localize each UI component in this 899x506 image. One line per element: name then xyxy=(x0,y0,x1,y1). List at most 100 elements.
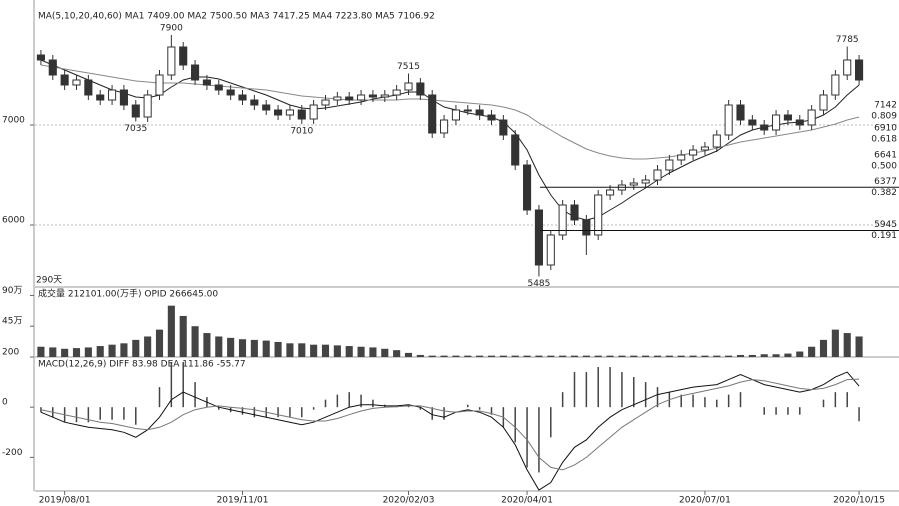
x-tick-label: 2020/02/03 xyxy=(383,496,435,506)
volume-bar xyxy=(535,355,543,357)
candle-body xyxy=(451,109,460,121)
candle-body xyxy=(404,82,413,91)
volume-bar xyxy=(476,355,484,357)
candle-body xyxy=(119,89,128,106)
volume-bar xyxy=(144,336,152,357)
volume-bar xyxy=(748,354,756,357)
candle-body xyxy=(594,194,603,236)
volume-bar xyxy=(582,355,590,357)
volume-bar xyxy=(760,354,768,357)
level-ratio: 0.382 xyxy=(871,188,897,198)
candle-body xyxy=(499,119,508,136)
volume-bar xyxy=(179,315,187,357)
candle-body xyxy=(155,74,164,96)
indicator-line xyxy=(40,371,860,491)
candle-body xyxy=(546,234,555,266)
volume-bar xyxy=(191,326,199,357)
volume-bar xyxy=(61,348,69,357)
candle-body xyxy=(534,209,543,266)
candle-body xyxy=(831,74,840,96)
volume-bar xyxy=(677,355,685,357)
volume-bar xyxy=(843,333,851,357)
extreme-label: 7785 xyxy=(836,35,859,45)
candle-body xyxy=(606,189,615,196)
volume-bar xyxy=(238,339,247,357)
candle-body xyxy=(760,124,769,131)
candle-body xyxy=(48,59,57,76)
candle-body xyxy=(333,96,342,101)
volume-bar xyxy=(713,355,721,357)
volume-bar xyxy=(796,351,804,357)
candle-body xyxy=(665,159,674,171)
volume-bar xyxy=(570,355,579,357)
candle-body xyxy=(700,146,709,151)
candle-body xyxy=(250,99,259,106)
level-price: 6910 xyxy=(874,124,897,134)
x-tick-label: 2020/04/01 xyxy=(501,496,553,506)
volume-bar xyxy=(72,348,81,357)
volume-bar xyxy=(819,339,828,357)
candle-body xyxy=(641,179,650,184)
volume-bar xyxy=(618,355,626,357)
candle-body xyxy=(570,204,579,221)
candle-body xyxy=(523,164,532,211)
level-ratio: 0.809 xyxy=(871,111,897,121)
panel-header: 成交量 212101.00(万手) OPID 266645.00 xyxy=(38,288,218,300)
candle-body xyxy=(36,54,45,61)
candle-body xyxy=(487,114,496,121)
candle-body xyxy=(689,149,698,156)
volume-bar xyxy=(855,336,863,357)
volume-bar xyxy=(333,345,341,357)
candle-body xyxy=(108,89,117,101)
candle-body xyxy=(143,94,152,118)
indicator-line xyxy=(40,378,860,471)
level-ratio: 0.191 xyxy=(871,231,897,241)
volume-bar xyxy=(108,344,116,357)
volume-bar xyxy=(772,354,780,357)
level-price: 6377 xyxy=(874,177,897,187)
candle-body xyxy=(511,134,520,166)
volume-bar xyxy=(155,329,164,357)
volume-bar xyxy=(464,355,472,357)
candle-body xyxy=(558,204,567,236)
candle-body xyxy=(72,79,81,86)
candle-body xyxy=(96,94,105,101)
volume-bar xyxy=(262,340,270,357)
candle-body xyxy=(392,89,401,96)
volume-bar xyxy=(547,355,555,357)
volume-bar xyxy=(215,336,223,357)
volume-bar xyxy=(784,353,792,357)
candle-body xyxy=(416,82,425,96)
volume-bar xyxy=(286,343,294,357)
panel-header: MACD(12,26,9) DIFF 83.98 DEA 111.86 -55.… xyxy=(38,360,246,370)
level-price: 7142 xyxy=(874,100,897,110)
volume-bar xyxy=(428,355,436,357)
candle-body xyxy=(202,79,211,86)
candle-body xyxy=(357,94,366,101)
volume-bar xyxy=(310,344,318,357)
volume-bar xyxy=(227,337,235,357)
x-tick-label: 2020/10/15 xyxy=(833,496,885,506)
extreme-label: 5485 xyxy=(527,279,550,289)
volume-bar xyxy=(393,350,401,357)
volume-bar xyxy=(440,355,448,357)
volume-bar xyxy=(96,346,104,357)
volume-bar xyxy=(84,347,92,357)
candle-body xyxy=(772,114,781,131)
volume-bar xyxy=(736,354,745,357)
candle-body xyxy=(653,169,662,181)
volume-bar xyxy=(404,352,413,357)
level-price: 6641 xyxy=(874,150,897,160)
volume-bar xyxy=(250,339,258,357)
panel-header: MA(5,10,20,40,60) MA1 7409.00 MA2 7500.5… xyxy=(38,12,435,22)
x-tick-label: 2019/11/01 xyxy=(217,496,269,506)
candle-body xyxy=(131,104,140,118)
volume-bar xyxy=(689,355,697,357)
candle-body xyxy=(179,46,188,66)
candle-body xyxy=(285,109,294,116)
candle-body xyxy=(191,64,200,81)
candle-body xyxy=(297,109,306,120)
extreme-label: 7900 xyxy=(160,24,183,34)
